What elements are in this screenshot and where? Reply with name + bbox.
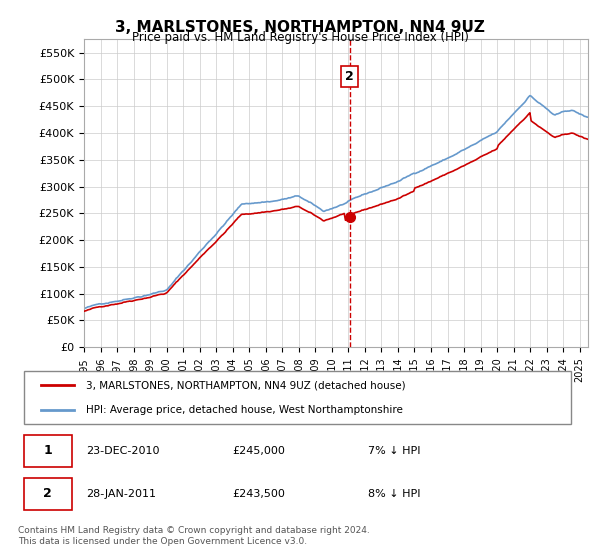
Text: Contains HM Land Registry data © Crown copyright and database right 2024.
This d: Contains HM Land Registry data © Crown c… (18, 526, 370, 546)
Text: 8% ↓ HPI: 8% ↓ HPI (368, 489, 420, 499)
Text: £243,500: £243,500 (232, 489, 285, 499)
Text: 1: 1 (43, 445, 52, 458)
FancyBboxPatch shape (23, 371, 571, 424)
Text: 3, MARLSTONES, NORTHAMPTON, NN4 9UZ (detached house): 3, MARLSTONES, NORTHAMPTON, NN4 9UZ (det… (86, 380, 406, 390)
FancyBboxPatch shape (23, 435, 71, 467)
Text: 3, MARLSTONES, NORTHAMPTON, NN4 9UZ: 3, MARLSTONES, NORTHAMPTON, NN4 9UZ (115, 20, 485, 35)
Text: 7% ↓ HPI: 7% ↓ HPI (368, 446, 420, 456)
Text: 2: 2 (345, 70, 354, 83)
Text: £245,000: £245,000 (232, 446, 285, 456)
Text: Price paid vs. HM Land Registry's House Price Index (HPI): Price paid vs. HM Land Registry's House … (131, 31, 469, 44)
FancyBboxPatch shape (23, 478, 71, 510)
Text: 28-JAN-2011: 28-JAN-2011 (86, 489, 155, 499)
Text: 23-DEC-2010: 23-DEC-2010 (86, 446, 159, 456)
Text: 2: 2 (43, 487, 52, 501)
Text: HPI: Average price, detached house, West Northamptonshire: HPI: Average price, detached house, West… (86, 405, 403, 415)
